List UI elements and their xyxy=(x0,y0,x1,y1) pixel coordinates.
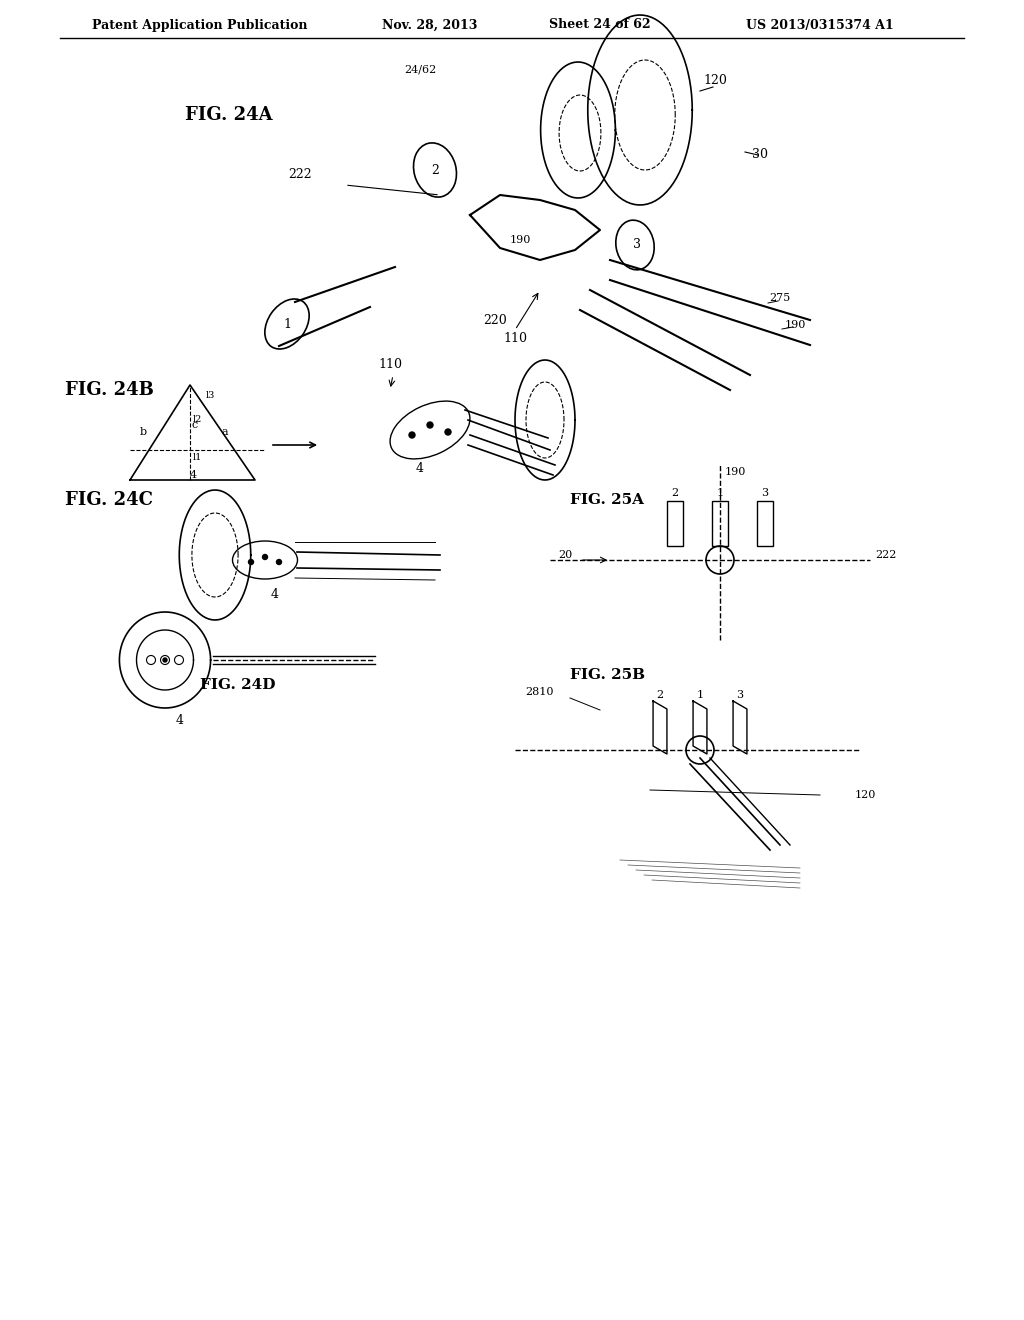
Text: 4: 4 xyxy=(271,589,279,602)
Text: a: a xyxy=(221,426,228,437)
Text: 275: 275 xyxy=(769,293,791,304)
Circle shape xyxy=(262,554,267,560)
Text: 1: 1 xyxy=(283,318,291,330)
Text: FIG. 25A: FIG. 25A xyxy=(570,492,644,507)
Text: 1: 1 xyxy=(717,488,724,498)
Text: FIG. 24B: FIG. 24B xyxy=(65,381,154,399)
Text: 190: 190 xyxy=(784,319,806,330)
Circle shape xyxy=(409,432,415,438)
Circle shape xyxy=(445,429,451,436)
Text: 4: 4 xyxy=(176,714,184,726)
Text: Patent Application Publication: Patent Application Publication xyxy=(92,18,308,32)
Text: 4: 4 xyxy=(416,462,424,474)
Text: 120: 120 xyxy=(703,74,727,87)
Text: 110: 110 xyxy=(378,359,402,371)
Circle shape xyxy=(163,657,167,663)
Text: c: c xyxy=(191,420,198,430)
Text: Nov. 28, 2013: Nov. 28, 2013 xyxy=(382,18,477,32)
Text: 2: 2 xyxy=(431,164,439,177)
Text: 1: 1 xyxy=(696,690,703,700)
Text: 4: 4 xyxy=(189,470,197,480)
Text: 120: 120 xyxy=(854,789,876,800)
Text: 222: 222 xyxy=(288,169,312,181)
Text: 3: 3 xyxy=(762,488,769,498)
Text: FIG. 24D: FIG. 24D xyxy=(200,678,275,692)
Text: 2: 2 xyxy=(672,488,679,498)
Text: FIG. 25B: FIG. 25B xyxy=(570,668,645,682)
Text: 24/62: 24/62 xyxy=(403,65,436,75)
Text: 3: 3 xyxy=(736,690,743,700)
Text: Sheet 24 of 62: Sheet 24 of 62 xyxy=(549,18,651,32)
Text: 3: 3 xyxy=(633,239,641,252)
Text: 220: 220 xyxy=(483,314,507,326)
Text: FIG. 24A: FIG. 24A xyxy=(185,106,272,124)
Text: FIG. 24C: FIG. 24C xyxy=(65,491,153,510)
Circle shape xyxy=(427,422,433,428)
Text: 30: 30 xyxy=(752,149,768,161)
Text: 20: 20 xyxy=(558,550,572,560)
Text: 2: 2 xyxy=(656,690,664,700)
Text: l3: l3 xyxy=(206,391,215,400)
Text: 110: 110 xyxy=(503,331,527,345)
Text: 190: 190 xyxy=(509,235,530,246)
Circle shape xyxy=(276,560,282,565)
Text: b: b xyxy=(139,426,146,437)
Text: 222: 222 xyxy=(874,550,896,560)
Text: US 2013/0315374 A1: US 2013/0315374 A1 xyxy=(746,18,894,32)
Text: l2: l2 xyxy=(193,416,202,425)
Text: 190: 190 xyxy=(724,467,745,477)
Text: l1: l1 xyxy=(193,454,202,462)
Circle shape xyxy=(249,560,254,565)
Text: 2810: 2810 xyxy=(525,686,554,697)
